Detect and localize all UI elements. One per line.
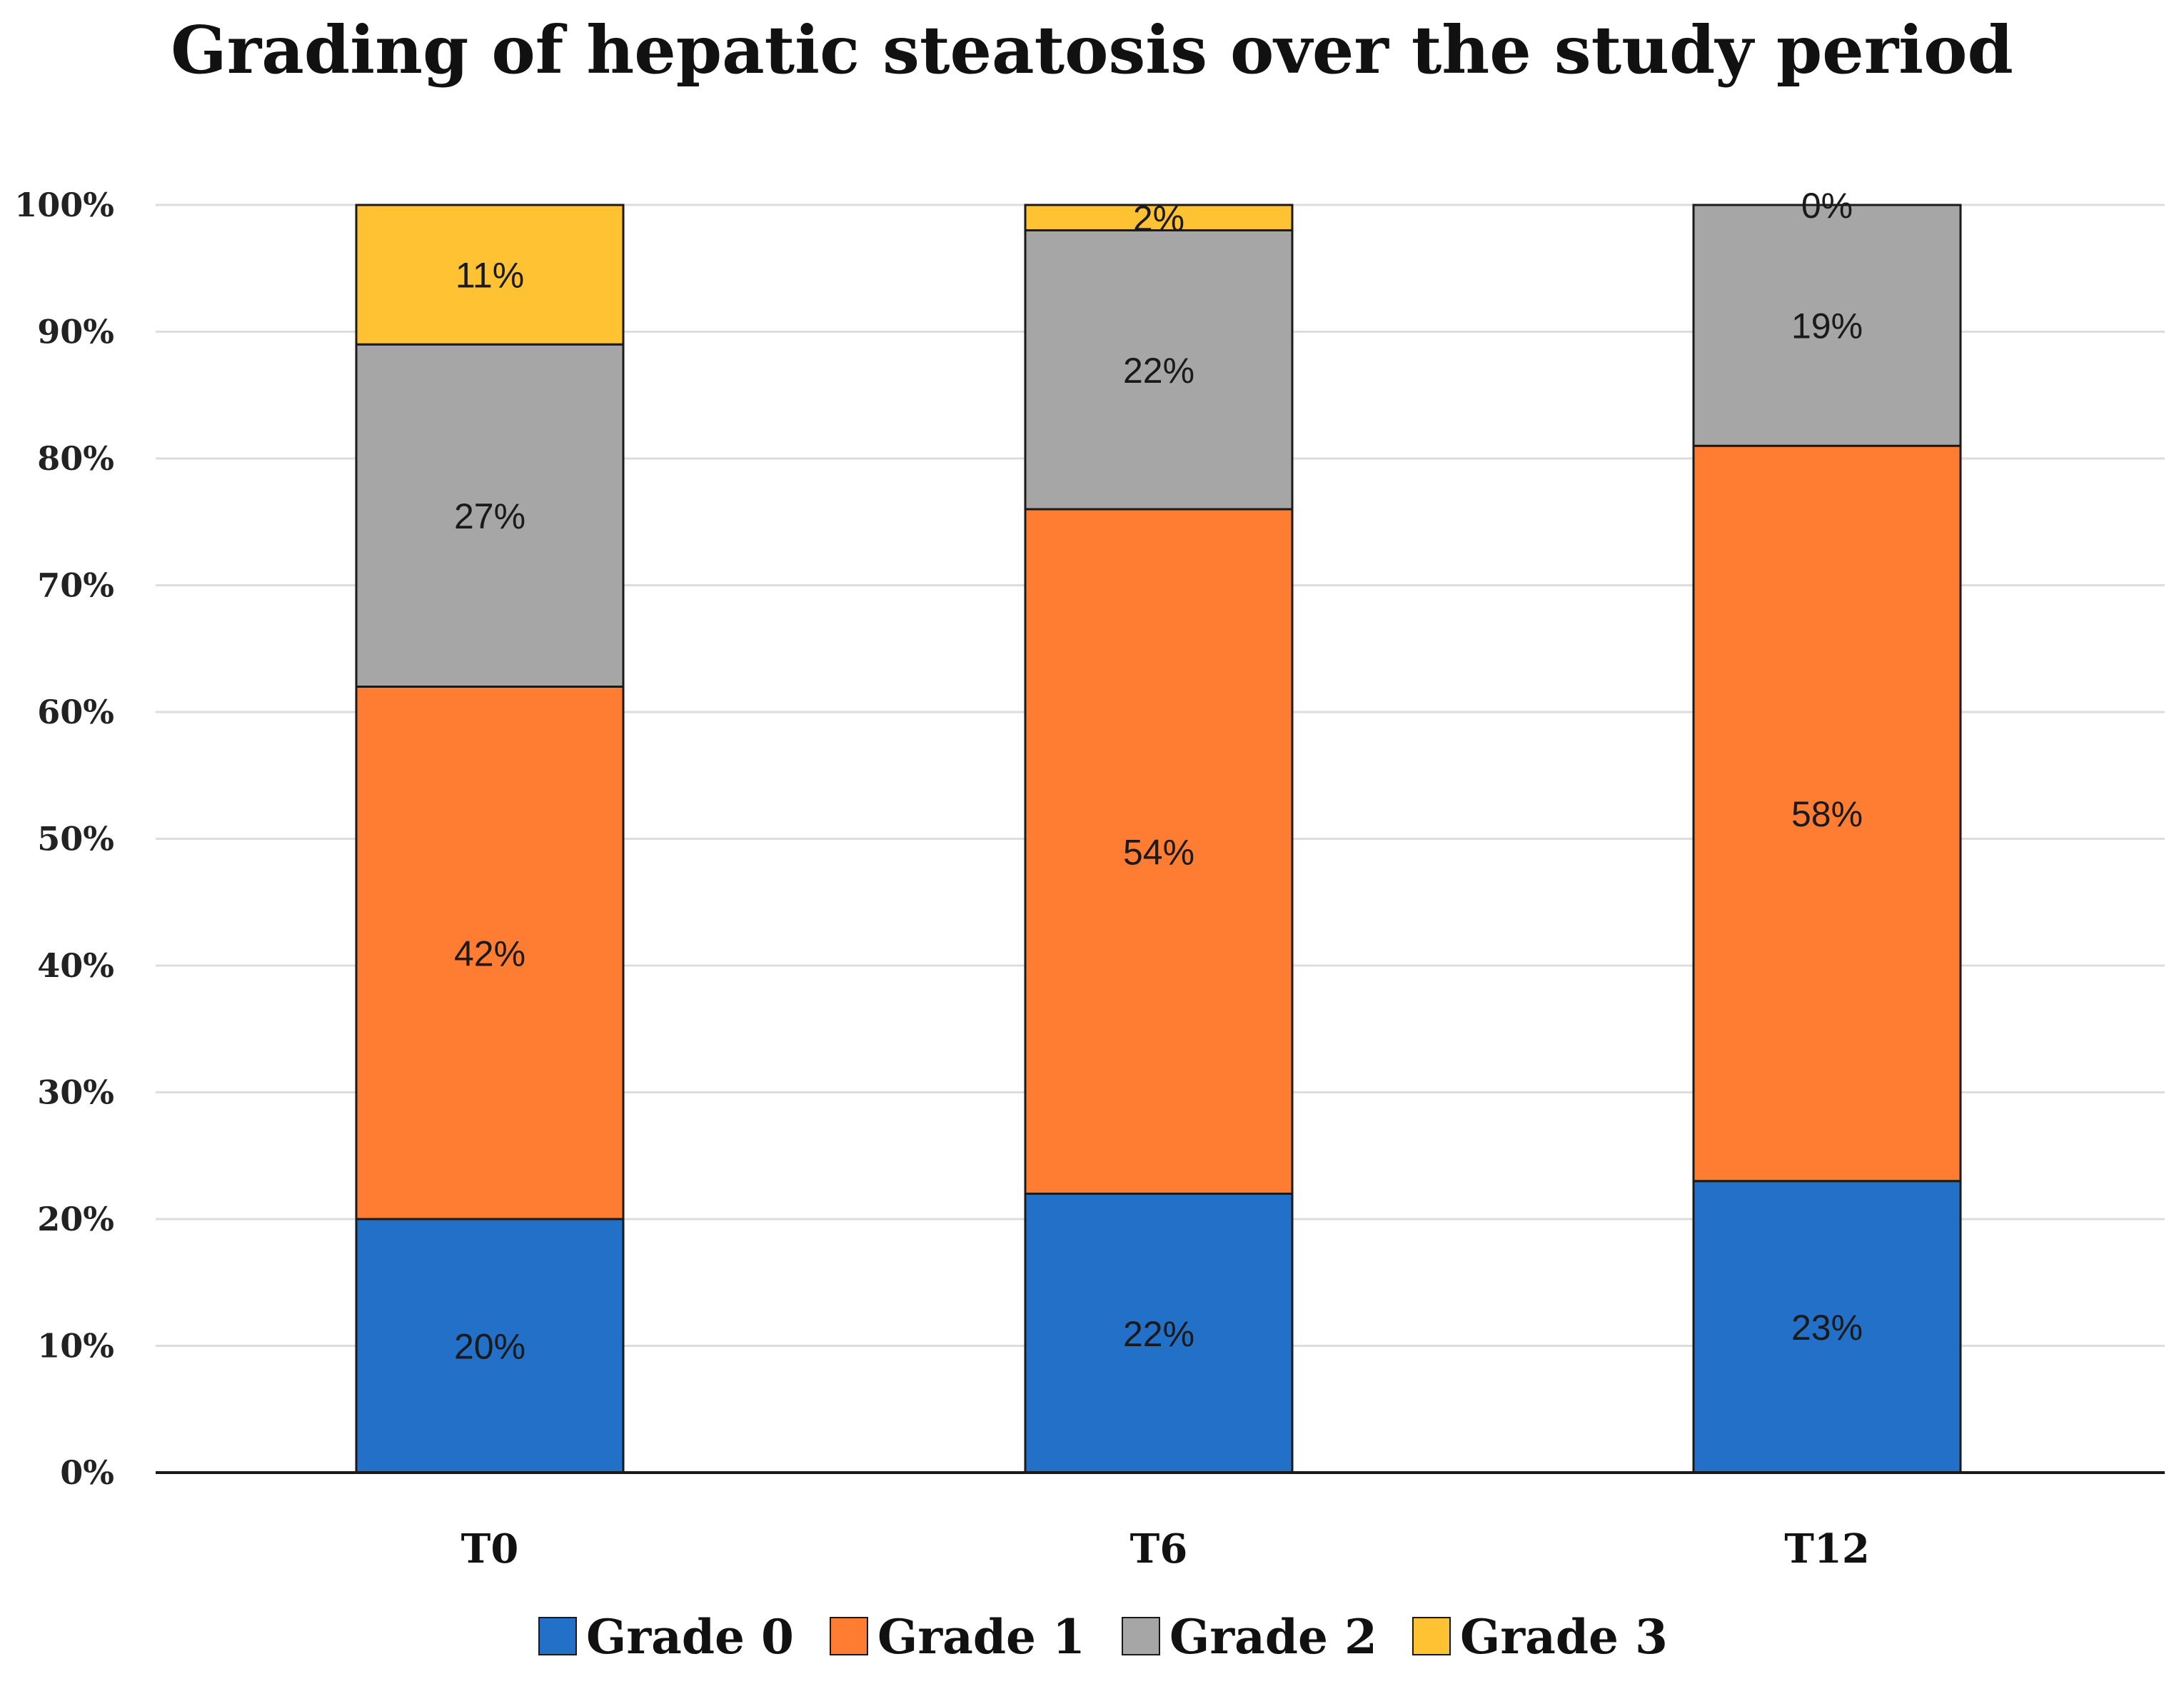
bar-segment: [1692, 444, 1962, 1183]
y-tick-label: 0%: [60, 1453, 114, 1492]
legend-swatch: [538, 1617, 577, 1655]
data-label: 0%: [1801, 186, 1853, 226]
bar-segment: [1024, 1193, 1294, 1474]
bar-segment: [1692, 1180, 1962, 1474]
y-tick-label: 90%: [37, 313, 114, 351]
legend-label: Grade 1: [877, 1609, 1085, 1665]
x-tick-label: T12: [1784, 1525, 1870, 1573]
y-tick-label: 100%: [14, 186, 114, 224]
bar-segment: [355, 204, 625, 346]
y-tick-label: 70%: [37, 566, 114, 605]
legend-label: Grade 2: [1169, 1609, 1377, 1665]
data-label: 22%: [1123, 1314, 1194, 1354]
y-tick-label: 60%: [37, 693, 114, 731]
x-tick-label: T6: [1130, 1525, 1188, 1573]
y-tick-label: 50%: [37, 820, 114, 858]
y-tick-label: 80%: [37, 439, 114, 478]
data-label: 2%: [1133, 199, 1184, 239]
data-label: 19%: [1791, 306, 1863, 346]
y-tick-label: 20%: [37, 1200, 114, 1238]
data-label: 23%: [1791, 1308, 1863, 1348]
legend-swatch: [830, 1617, 868, 1655]
bar-segment: [355, 343, 625, 688]
data-label: 22%: [1123, 351, 1194, 391]
data-label: 27%: [454, 496, 525, 536]
legend-swatch: [1122, 1617, 1160, 1655]
data-label: 58%: [1791, 794, 1863, 834]
legend-label: Grade 0: [586, 1609, 794, 1665]
chart-title: Grading of hepatic steatosis over the st…: [171, 11, 2013, 89]
bar-segment: [1692, 204, 1962, 447]
data-label: 54%: [1123, 832, 1194, 872]
x-tick-label: T0: [461, 1525, 519, 1573]
legend-label: Grade 3: [1460, 1609, 1668, 1665]
y-tick-label: 40%: [37, 946, 114, 985]
y-tick-label: 10%: [37, 1327, 114, 1365]
y-tick-label: 30%: [37, 1073, 114, 1112]
data-label: 11%: [456, 256, 524, 296]
bar-segment: [355, 1218, 625, 1474]
bar-segment: [1024, 229, 1294, 511]
bar-segment: [1024, 204, 1294, 231]
data-label: 42%: [454, 933, 525, 973]
legend-swatch: [1412, 1617, 1451, 1655]
bar-segment: [1024, 508, 1294, 1195]
bar-segment: [355, 686, 625, 1221]
data-label: 20%: [454, 1327, 525, 1367]
